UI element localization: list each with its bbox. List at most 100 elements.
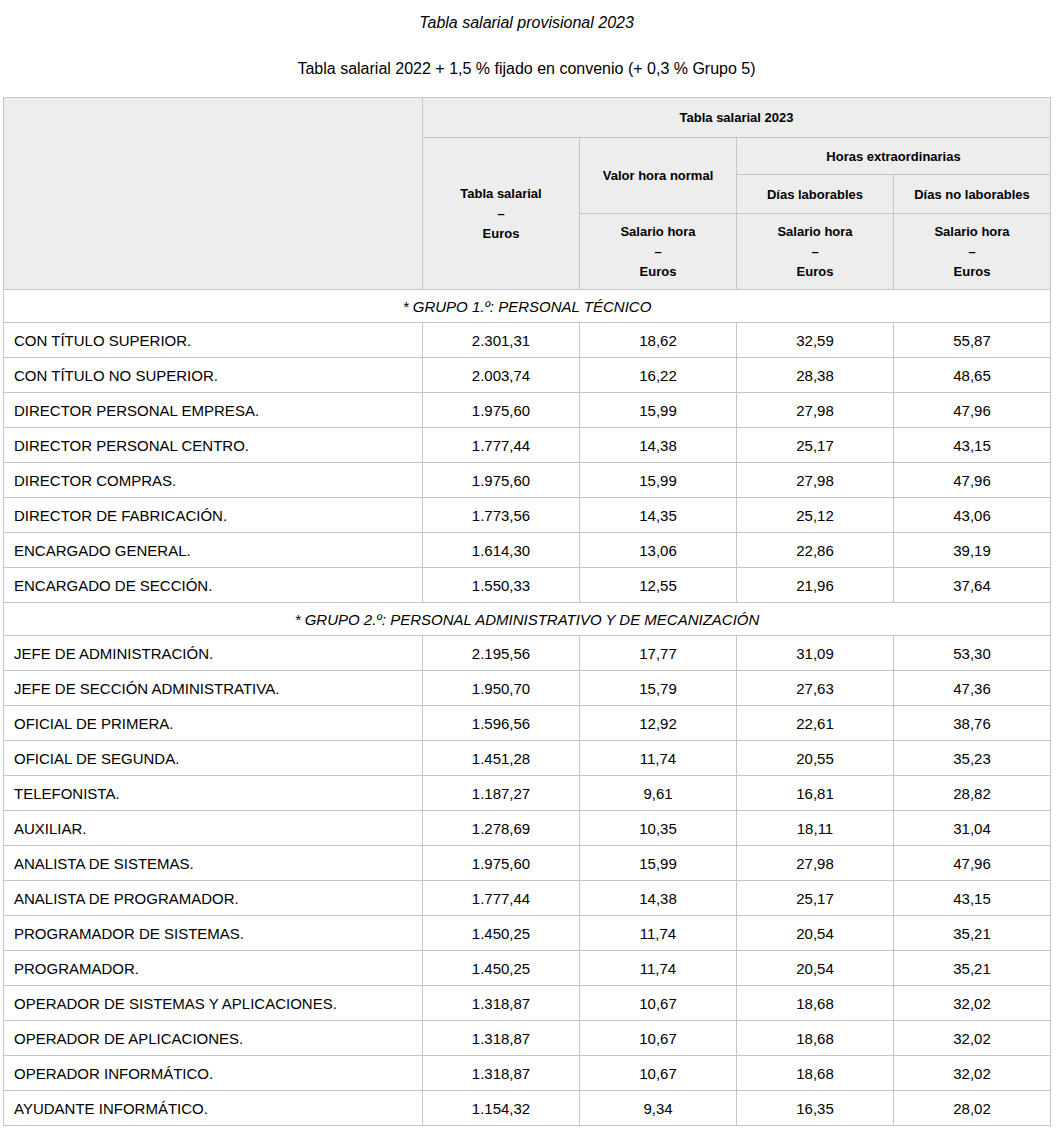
overtime-workday-cell: 22,86 [737, 533, 894, 568]
group-label: * GRUPO 2.º: PERSONAL ADMINISTRATIVO Y D… [4, 603, 1051, 636]
table-row: TELEFONISTA. 1.187,27 9,61 16,81 28,82 [4, 776, 1051, 811]
monthly-salary-cell: 1.451,28 [423, 741, 580, 776]
overtime-workday-cell: 25,12 [737, 498, 894, 533]
document-title: Tabla salarial provisional 2023 [3, 13, 1050, 32]
table-row: JEFE DE ADMINISTRACIÓN. 2.195,56 17,77 3… [4, 636, 1051, 671]
monthly-salary-cell: 1.318,87 [423, 986, 580, 1021]
job-title-cell: PROGRAMADOR. [4, 951, 423, 986]
table-row: ANALISTA DE PROGRAMADOR. 1.777,44 14,38 … [4, 881, 1051, 916]
job-title-cell: DIRECTOR PERSONAL CENTRO. [4, 428, 423, 463]
salary-table-header: Tabla salarial 2023 Tabla salarial – Eur… [4, 98, 1051, 290]
job-title-cell: ENCARGADO GENERAL. [4, 533, 423, 568]
normal-hour-cell: 16,22 [580, 358, 737, 393]
overtime-nonworkday-cell: 28,02 [894, 1091, 1051, 1126]
job-title-cell: CON TÍTULO NO SUPERIOR. [4, 358, 423, 393]
job-title-cell: TELEFONISTA. [4, 776, 423, 811]
overtime-workday-cell: 32,59 [737, 323, 894, 358]
overtime-nonworkday-cell: 55,87 [894, 323, 1051, 358]
normal-hour-cell: 14,35 [580, 498, 737, 533]
job-title-cell: OFICIAL DE PRIMERA. [4, 706, 423, 741]
job-title-cell: DIRECTOR COMPRAS. [4, 463, 423, 498]
table-row: ENCARGADO DE SECCIÓN. 1.550,33 12,55 21,… [4, 568, 1051, 603]
header-hour-salary-nonworkdays: Salario hora – Euros [894, 214, 1051, 290]
monthly-salary-cell: 2.301,31 [423, 323, 580, 358]
job-title-cell: ANALISTA DE SISTEMAS. [4, 846, 423, 881]
table-row: OFICIAL DE SEGUNDA. 1.451,28 11,74 20,55… [4, 741, 1051, 776]
overtime-nonworkday-cell: 43,15 [894, 881, 1051, 916]
table-row: DIRECTOR DE FABRICACIÓN. 1.773,56 14,35 … [4, 498, 1051, 533]
monthly-salary-cell: 1.975,60 [423, 463, 580, 498]
job-title-cell: ENCARGADO DE SECCIÓN. [4, 568, 423, 603]
header-hour-salary-normal: Salario hora – Euros [580, 214, 737, 290]
overtime-workday-cell: 28,38 [737, 358, 894, 393]
monthly-salary-cell: 1.975,60 [423, 846, 580, 881]
overtime-workday-cell: 16,81 [737, 776, 894, 811]
overtime-nonworkday-cell: 43,15 [894, 428, 1051, 463]
normal-hour-cell: 14,38 [580, 881, 737, 916]
table-row: AYUDANTE INFORMÁTICO. 1.154,32 9,34 16,3… [4, 1091, 1051, 1126]
overtime-nonworkday-cell: 47,96 [894, 393, 1051, 428]
document-subtitle: Tabla salarial 2022 + 1,5 % fijado en co… [3, 59, 1050, 78]
monthly-salary-cell: 1.154,32 [423, 1091, 580, 1126]
table-row: DIRECTOR PERSONAL CENTRO. 1.777,44 14,38… [4, 428, 1051, 463]
monthly-salary-cell: 1.777,44 [423, 428, 580, 463]
overtime-workday-cell: 16,35 [737, 1091, 894, 1126]
overtime-nonworkday-cell: 39,19 [894, 533, 1051, 568]
header-row-year: Tabla salarial 2023 [4, 98, 1051, 138]
group-label: * GRUPO 1.º: PERSONAL TÉCNICO [4, 290, 1051, 323]
overtime-nonworkday-cell: 28,82 [894, 776, 1051, 811]
group-header-row: * GRUPO 1.º: PERSONAL TÉCNICO [4, 290, 1051, 323]
table-row: PROGRAMADOR DE SISTEMAS. 1.450,25 11,74 … [4, 916, 1051, 951]
normal-hour-cell: 11,74 [580, 951, 737, 986]
job-title-cell: OFICIAL DE SEGUNDA. [4, 741, 423, 776]
overtime-nonworkday-cell: 32,02 [894, 986, 1051, 1021]
overtime-workday-cell: 20,55 [737, 741, 894, 776]
monthly-salary-cell: 2.003,74 [423, 358, 580, 393]
job-title-cell: PROGRAMADOR DE SISTEMAS. [4, 916, 423, 951]
job-title-cell: JEFE DE SECCIÓN ADMINISTRATIVA. [4, 671, 423, 706]
table-row: OFICIAL DE PRIMERA. 1.596,56 12,92 22,61… [4, 706, 1051, 741]
monthly-salary-cell: 1.614,30 [423, 533, 580, 568]
normal-hour-cell: 18,62 [580, 323, 737, 358]
normal-hour-cell: 10,67 [580, 986, 737, 1021]
overtime-nonworkday-cell: 43,06 [894, 498, 1051, 533]
overtime-workday-cell: 18,68 [737, 1056, 894, 1091]
overtime-nonworkday-cell: 35,21 [894, 916, 1051, 951]
header-corner-cell [4, 98, 423, 290]
job-title-cell: JEFE DE ADMINISTRACIÓN. [4, 636, 423, 671]
monthly-salary-cell: 2.195,56 [423, 636, 580, 671]
monthly-salary-cell: 1.777,44 [423, 881, 580, 916]
normal-hour-cell: 11,74 [580, 916, 737, 951]
table-row: CON TÍTULO SUPERIOR. 2.301,31 18,62 32,5… [4, 323, 1051, 358]
header-overtime-nonworkdays: Días no laborables [894, 175, 1051, 214]
monthly-salary-cell: 1.187,27 [423, 776, 580, 811]
monthly-salary-cell: 1.596,56 [423, 706, 580, 741]
overtime-nonworkday-cell: 35,21 [894, 951, 1051, 986]
overtime-workday-cell: 27,98 [737, 393, 894, 428]
table-row: ANALISTA DE SISTEMAS. 1.975,60 15,99 27,… [4, 846, 1051, 881]
monthly-salary-cell: 1.318,87 [423, 1021, 580, 1056]
overtime-nonworkday-cell: 32,02 [894, 1056, 1051, 1091]
normal-hour-cell: 12,92 [580, 706, 737, 741]
overtime-workday-cell: 27,98 [737, 846, 894, 881]
overtime-workday-cell: 22,61 [737, 706, 894, 741]
monthly-salary-cell: 1.318,87 [423, 1056, 580, 1091]
overtime-workday-cell: 25,17 [737, 428, 894, 463]
overtime-nonworkday-cell: 32,02 [894, 1021, 1051, 1056]
overtime-workday-cell: 20,54 [737, 916, 894, 951]
job-title-cell: DIRECTOR DE FABRICACIÓN. [4, 498, 423, 533]
header-hour-salary-workdays: Salario hora – Euros [737, 214, 894, 290]
table-row: OPERADOR DE SISTEMAS Y APLICACIONES. 1.3… [4, 986, 1051, 1021]
table-row: ENCARGADO GENERAL. 1.614,30 13,06 22,86 … [4, 533, 1051, 568]
overtime-workday-cell: 18,11 [737, 811, 894, 846]
monthly-salary-cell: 1.450,25 [423, 916, 580, 951]
table-row: OPERADOR INFORMÁTICO. 1.318,87 10,67 18,… [4, 1056, 1051, 1091]
normal-hour-cell: 15,99 [580, 393, 737, 428]
job-title-cell: CON TÍTULO SUPERIOR. [4, 323, 423, 358]
overtime-nonworkday-cell: 47,96 [894, 846, 1051, 881]
normal-hour-cell: 17,77 [580, 636, 737, 671]
normal-hour-cell: 9,61 [580, 776, 737, 811]
job-title-cell: OPERADOR INFORMÁTICO. [4, 1056, 423, 1091]
header-overtime-workdays: Días laborables [737, 175, 894, 214]
group-header-row: * GRUPO 2.º: PERSONAL ADMINISTRATIVO Y D… [4, 603, 1051, 636]
